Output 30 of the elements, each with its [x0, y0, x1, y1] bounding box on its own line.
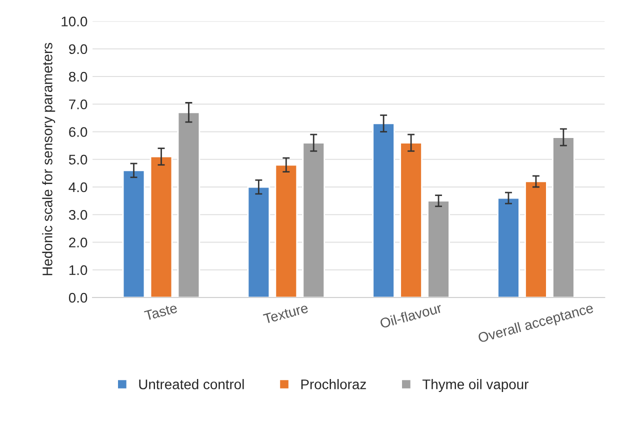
x-tick-label: Texture: [262, 303, 309, 324]
bar: [372, 122, 395, 298]
bar: [400, 142, 422, 298]
y-tick-label: 9.0: [69, 44, 88, 54]
bar: [524, 180, 548, 298]
bar: [552, 136, 575, 298]
x-tick-label: Taste: [144, 303, 178, 321]
legend-label: Untreated control: [139, 379, 244, 390]
y-tick-label: 8.0: [68, 72, 88, 82]
legend-label: Thyme oil vapour: [422, 379, 528, 392]
y-tick-label: 3.0: [68, 210, 88, 220]
y-tick-label: 4.0: [68, 182, 88, 192]
y-tick-label: 0.0: [68, 292, 88, 303]
bar: [427, 200, 450, 298]
y-tick-label: 5.0: [68, 154, 88, 165]
y-axis-title: Hedonic scale for sensory parameters: [42, 42, 56, 276]
legend-label: Prochloraz: [301, 379, 366, 390]
y-tick-label: 6.0: [69, 127, 88, 137]
y-tick-label: 1.0: [69, 265, 88, 276]
y-tick-label: 2.0: [69, 238, 88, 248]
bar: [302, 142, 326, 298]
y-tick-label: 7.0: [69, 99, 88, 110]
bar: [497, 197, 520, 298]
bar: [274, 164, 298, 298]
y-tick-label: 10.0: [62, 16, 88, 26]
bar: [150, 156, 173, 298]
x-tick-label: Oil-flavour: [379, 302, 442, 328]
bar: [247, 186, 270, 298]
bar: [177, 112, 200, 298]
bar: [122, 170, 146, 298]
